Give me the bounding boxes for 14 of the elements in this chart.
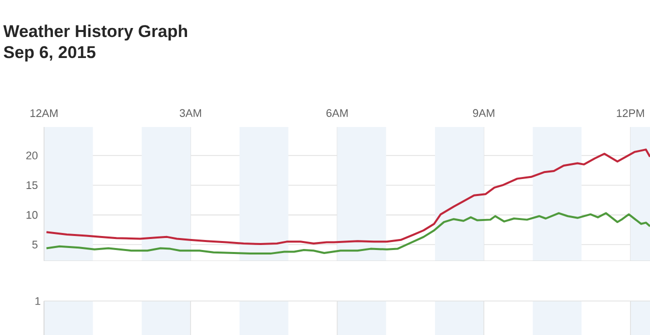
x-tick-label: 9AM: [473, 109, 494, 117]
chart-subtitle: Sep 6, 2015: [4, 46, 96, 62]
x-tick-label: 12AM: [30, 109, 58, 117]
chart-title: Weather History Graph: [3, 24, 188, 41]
x-tick-label: 6AM: [326, 109, 348, 117]
line-series: [45, 212, 650, 255]
y-tick-label: 10: [26, 211, 38, 219]
x-tick-label: 3AM: [180, 109, 202, 117]
y-tick-label: 5: [32, 240, 38, 248]
text: 1: [35, 297, 40, 305]
x-tick-label: 12PM: [616, 109, 644, 117]
y-tick-label: 15: [26, 181, 38, 190]
line-series: [45, 148, 650, 246]
y-tick-label: 20: [26, 152, 38, 160]
